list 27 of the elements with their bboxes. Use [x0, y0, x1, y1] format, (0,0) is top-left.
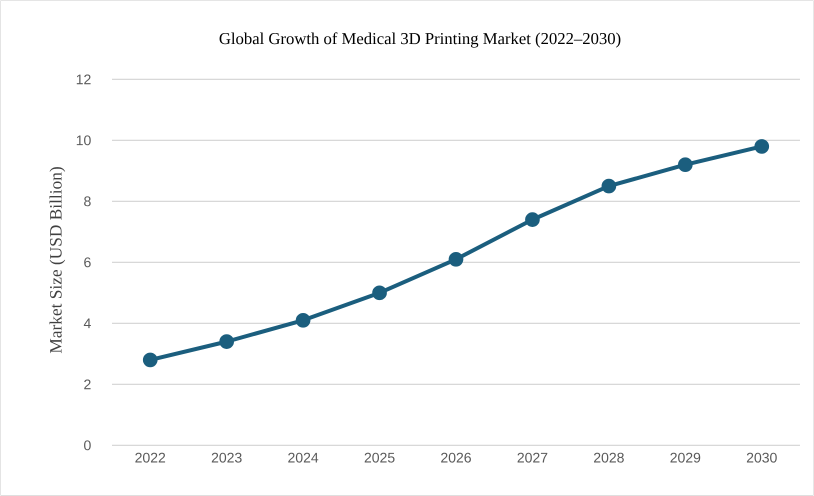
y-tick-label: 2	[84, 379, 91, 390]
point	[525, 212, 540, 227]
x-tick-label: 2024	[288, 452, 318, 463]
point	[448, 252, 464, 267]
x-tick-label: 2026	[441, 452, 471, 463]
y-axis-title: Market Size (USD Billion)	[49, 167, 66, 354]
x-tick-label: 2023	[212, 452, 242, 463]
y-tick-label: 10	[76, 135, 91, 146]
y-tick-label: 6	[84, 257, 91, 268]
x-tick-label: 2028	[594, 452, 624, 463]
chart-title: Global Growth of Medical 3D Printing Market (2022–2030)	[220, 32, 620, 48]
y-tick-label: 4	[84, 318, 91, 328]
point	[142, 352, 158, 368]
x-tick-label: 2022	[135, 452, 166, 463]
x-tick-label: 2029	[670, 452, 700, 463]
point	[602, 178, 616, 194]
point	[296, 312, 310, 328]
point	[372, 285, 387, 300]
y-tick-label: 8	[84, 196, 91, 206]
point	[754, 139, 770, 154]
y-tick-label: 0	[84, 440, 91, 450]
y-tick-label: 12	[76, 74, 91, 84]
point	[678, 157, 693, 172]
x-tick-label: 2025	[364, 452, 395, 463]
point	[219, 334, 234, 349]
x-tick-label: 2030	[746, 452, 777, 463]
x-tick-label: 2027	[518, 452, 548, 463]
